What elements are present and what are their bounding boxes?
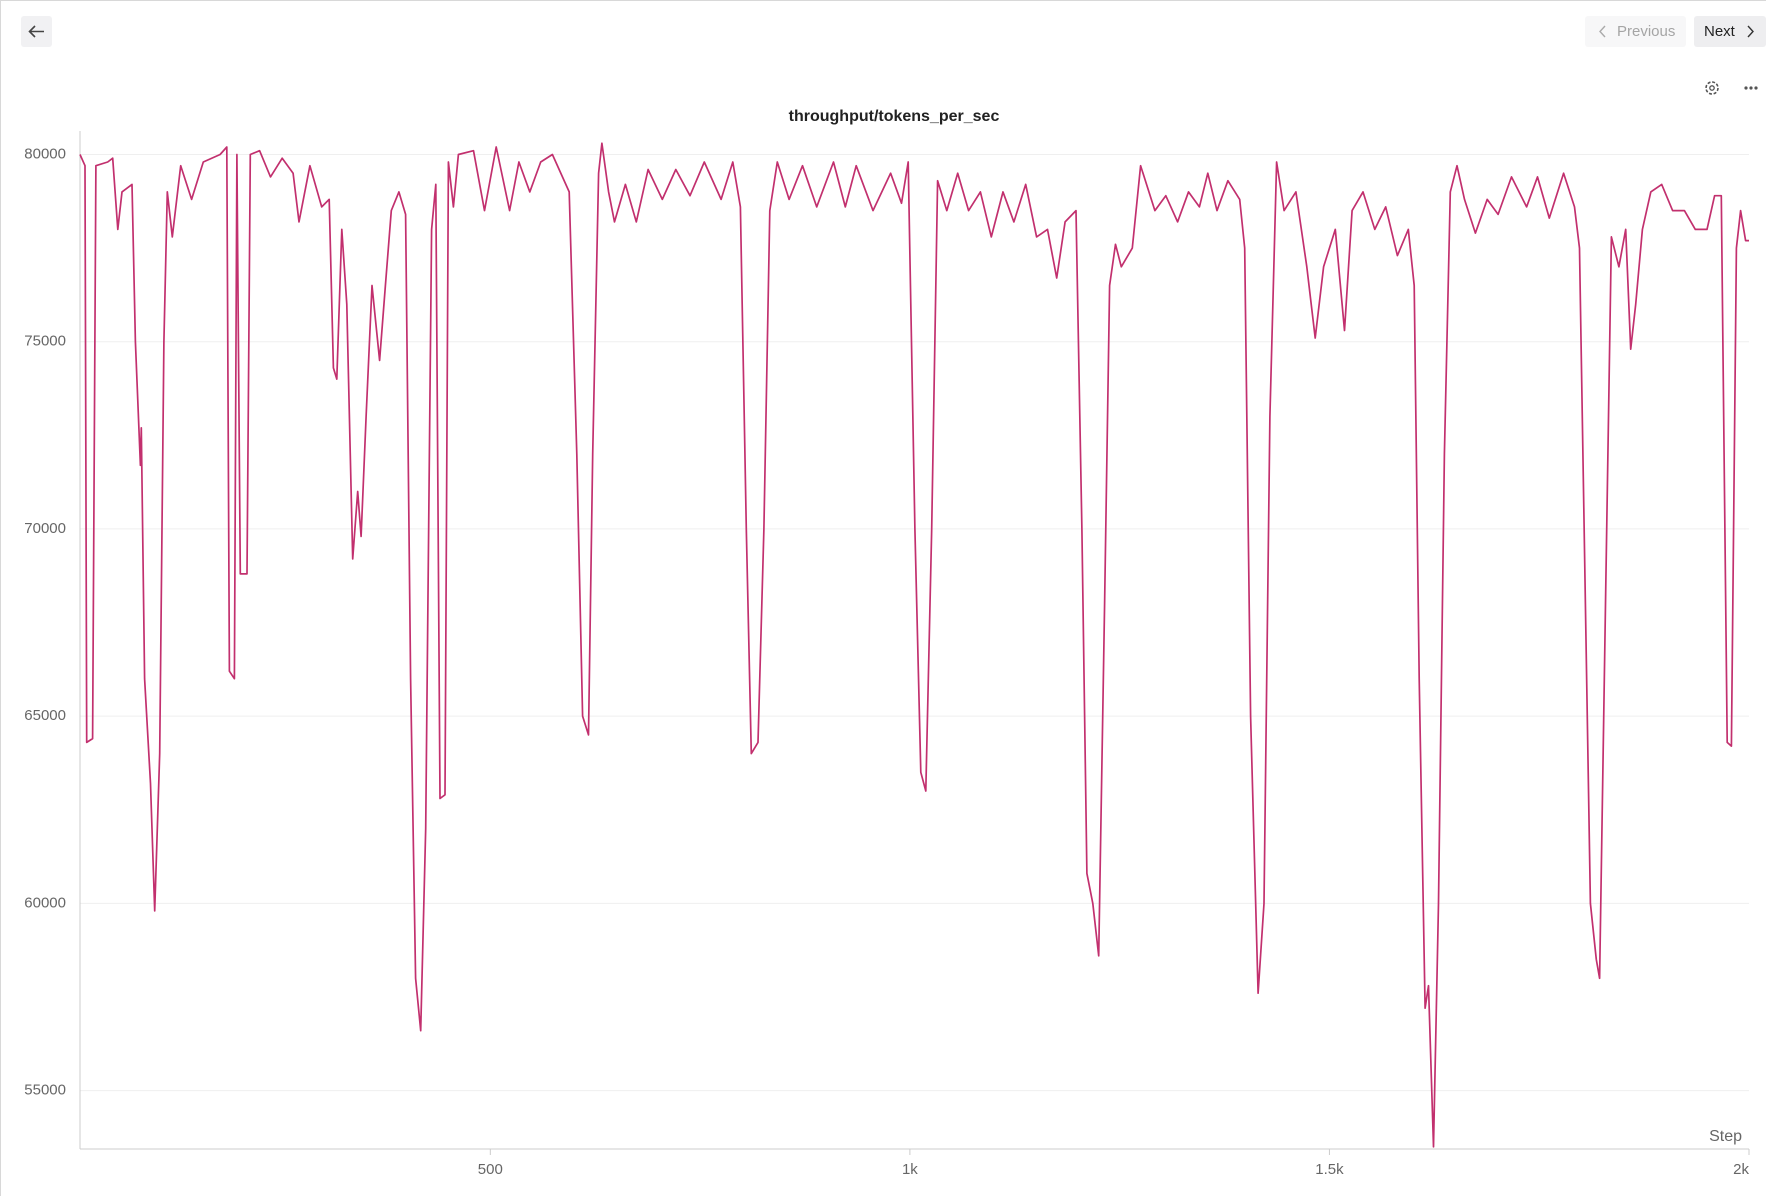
x-tick-label: 500: [478, 1161, 503, 1178]
y-tick-label: 65000: [24, 707, 66, 724]
x-tick-label: 1k: [902, 1161, 918, 1178]
settings-icon[interactable]: [1705, 81, 1719, 95]
next-label: Next: [1704, 23, 1736, 40]
x-tick-label: 2k: [1733, 1161, 1749, 1178]
series-line: [79, 142, 1749, 1148]
next-button[interactable]: Next: [1694, 16, 1766, 47]
previous-label: Previous: [1617, 23, 1675, 40]
more-icon[interactable]: [1744, 86, 1758, 90]
x-tick-label: 1.5k: [1315, 1161, 1344, 1178]
back-button[interactable]: [21, 16, 52, 47]
y-tick-label: 80000: [24, 145, 66, 162]
y-tick-label: 70000: [24, 520, 66, 537]
y-tick-label: 75000: [24, 333, 66, 350]
y-tick-label: 60000: [24, 894, 66, 911]
y-tick-label: 55000: [24, 1082, 66, 1099]
x-axis-label: Step: [1709, 1128, 1742, 1145]
chart-title: throughput/tokens_per_sec: [789, 108, 1000, 125]
previous-button[interactable]: Previous: [1585, 16, 1686, 47]
